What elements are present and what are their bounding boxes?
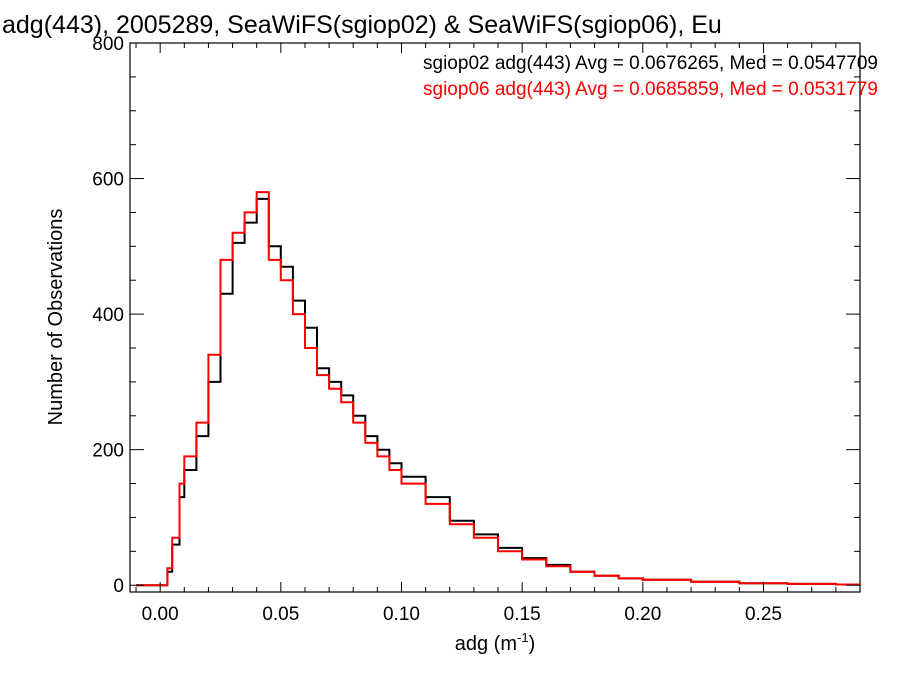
x-tick-label: 0.20 [624,604,661,625]
series-line-2 [136,191,861,587]
y-tick-label: 800 [92,34,124,55]
plot-area: 0.00 0.05 0.10 0.15 0.20 0.25 0 200 400 600 800 [92,34,861,625]
x-tick-label: 0.00 [142,604,179,625]
legend: sgiop02 adg(443) Avg = 0.0676265, Med = … [423,53,878,100]
x-tick-label: 0.25 [745,604,782,625]
series-line-1 [136,197,861,587]
y-tick-label: 400 [92,305,124,326]
x-tick-label: 0.10 [383,604,420,625]
x-tick-label: 0.05 [262,604,299,625]
legend-entry-1: sgiop02 adg(443) Avg = 0.0676265, Med = … [423,53,878,74]
x-tick-label: 0.15 [504,604,541,625]
plot-frame [129,42,861,593]
legend-entry-2: sgiop06 adg(443) Avg = 0.0685859, Med = … [423,79,878,100]
y-tick-label: 200 [92,441,124,462]
x-axis-label: adg (m-1) [455,630,535,655]
x-axis-label-superscript: -1 [517,630,529,645]
y-tick-label: 600 [92,170,124,191]
x-axis-label-suffix: ) [529,633,536,655]
y-tick-label: 0 [113,576,124,597]
chart-title: adg(443), 2005289, SeaWiFS(sgiop02) & Se… [2,11,722,39]
x-axis-label-main: adg (m [455,633,517,655]
y-axis-label: Number of Observations [45,209,67,426]
